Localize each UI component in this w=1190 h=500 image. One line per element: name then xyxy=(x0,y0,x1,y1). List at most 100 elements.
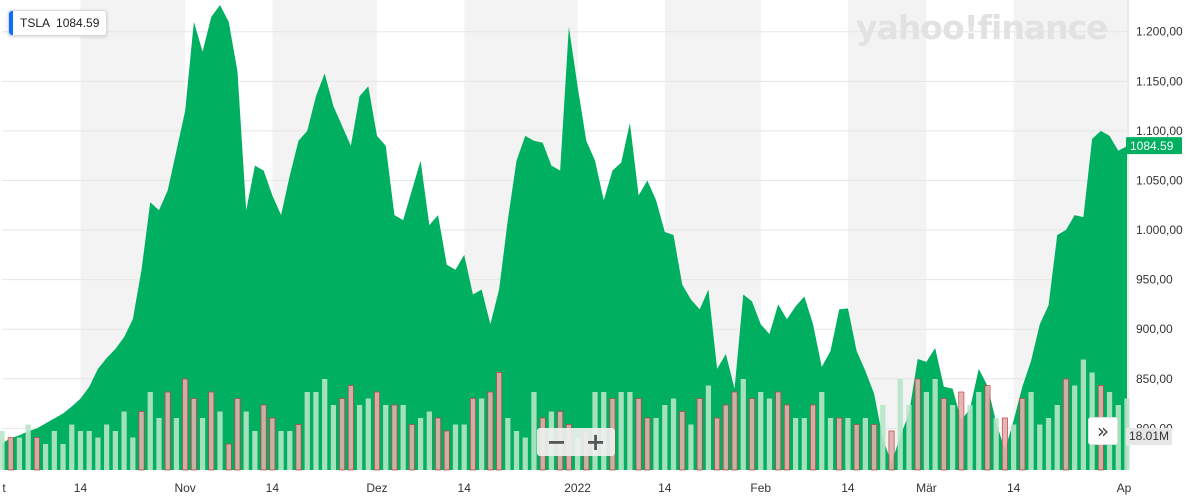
volume-bar xyxy=(513,431,520,470)
volume-bar xyxy=(688,424,694,470)
volume-bar xyxy=(435,417,442,471)
x-tick-label: Mär xyxy=(916,481,937,495)
volume-bar xyxy=(400,405,406,470)
zoom-in-button[interactable]: + xyxy=(585,428,606,456)
volume-bar xyxy=(365,398,371,470)
y-tick-label: 1.050,00 xyxy=(1136,173,1183,187)
y-tick-label: 1.100,00 xyxy=(1136,124,1183,138)
volume-bar xyxy=(967,405,973,470)
volume-bar xyxy=(469,398,476,471)
ticker-symbol: TSLA xyxy=(20,16,51,30)
volume-bar xyxy=(0,431,5,470)
y-tick-label: 1.000,00 xyxy=(1136,223,1183,237)
volume-bar xyxy=(618,392,624,470)
x-tick-label: Dez xyxy=(366,481,387,495)
volume-bar xyxy=(845,418,851,470)
volume-bar xyxy=(182,378,189,471)
volume-bar xyxy=(173,418,180,470)
volume-bar xyxy=(505,418,511,470)
yahoo-finance-logo: yahoo!finance xyxy=(856,8,1109,47)
zoom-controls: − + xyxy=(537,428,615,456)
volume-bar xyxy=(86,431,92,470)
volume-bar xyxy=(627,392,633,470)
volume-bar xyxy=(383,405,389,470)
volume-bar xyxy=(304,392,310,470)
volume-bar xyxy=(295,424,302,471)
y-axis-labels: 800,00850,00900,00950,001.000,001.050,00… xyxy=(1136,25,1183,436)
volume-bar xyxy=(923,392,930,470)
last-price-label: 1084.59 xyxy=(1130,139,1174,153)
volume-bar xyxy=(958,391,965,471)
volume-bar xyxy=(278,431,284,470)
volume-bar xyxy=(976,392,982,470)
volume-bar xyxy=(60,444,66,470)
zoom-out-button[interactable]: − xyxy=(546,428,567,456)
volume-bar xyxy=(670,398,677,470)
ticker-legend[interactable]: TSLA 1084.59 xyxy=(8,10,108,36)
volume-bar xyxy=(1028,392,1034,470)
x-tick-label: 2022 xyxy=(564,481,591,495)
volume-bar xyxy=(836,417,843,471)
volume-bar xyxy=(792,418,799,470)
volume-bar xyxy=(208,391,215,471)
volume-bar xyxy=(801,418,807,470)
volume-bar xyxy=(984,385,991,471)
y-tick-label: 1.150,00 xyxy=(1136,74,1183,88)
x-axis-labels: t 14 Nov 14 Dez 14 2022 14 Feb 14 Mär 14 Ap xyxy=(2,481,1131,495)
volume-bar xyxy=(51,431,57,470)
volume-bar xyxy=(949,405,956,470)
volume-bar xyxy=(16,437,23,470)
volume-bar xyxy=(644,417,651,471)
volume-bar xyxy=(487,391,494,471)
volume-bar xyxy=(77,431,84,470)
ticker-price: 1084.59 xyxy=(56,16,100,30)
volume-bar xyxy=(138,411,145,471)
volume-bar xyxy=(7,437,14,471)
volume-bar xyxy=(426,411,432,470)
volume-badge: 18.01M xyxy=(1126,428,1173,445)
volume-bar xyxy=(199,418,206,470)
volume-bar xyxy=(679,411,686,471)
volume-bar xyxy=(391,404,398,471)
volume-bar xyxy=(819,392,825,470)
volume-bar xyxy=(234,398,241,471)
volume-bar xyxy=(1062,378,1069,471)
volume-bar xyxy=(880,405,886,470)
x-tick-label: 14 xyxy=(266,481,280,495)
x-tick-label: 14 xyxy=(658,481,672,495)
volume-bar xyxy=(748,398,756,471)
volume-bar xyxy=(452,424,459,470)
volume-bar xyxy=(112,431,118,470)
x-tick-label: t xyxy=(2,481,6,495)
volume-bar xyxy=(479,398,485,470)
volume-bar xyxy=(147,392,153,470)
volume-bar xyxy=(42,444,49,470)
volume-bar xyxy=(130,437,136,470)
volume-bar xyxy=(156,418,162,470)
volume-bar xyxy=(164,391,171,471)
expand-chart-button[interactable]: » xyxy=(1088,417,1118,445)
volume-bar xyxy=(740,379,746,470)
x-tick-label: 14 xyxy=(74,481,88,495)
volume-bar xyxy=(1011,424,1017,470)
last-price-badge: 1084.59 xyxy=(1126,137,1182,155)
volume-bar xyxy=(252,431,258,470)
volume-bar xyxy=(69,424,75,470)
y-tick-label: 850,00 xyxy=(1136,372,1173,386)
volume-bar xyxy=(33,437,40,471)
volume-bar xyxy=(287,431,293,470)
series-color-swatch xyxy=(9,11,13,35)
volume-bar xyxy=(932,379,938,470)
volume-bar xyxy=(373,391,381,471)
volume-bar xyxy=(347,385,354,471)
volume-bar xyxy=(653,418,659,470)
volume-bar xyxy=(705,385,712,470)
volume-bar xyxy=(714,417,721,471)
volume-bar xyxy=(758,392,764,470)
y-tick-label: 1.200,00 xyxy=(1136,25,1183,39)
volume-bar xyxy=(1115,405,1121,470)
volume-bar xyxy=(269,417,276,471)
volume-bar xyxy=(888,430,895,471)
volume-bar xyxy=(914,378,921,471)
volume-bar xyxy=(496,372,503,471)
